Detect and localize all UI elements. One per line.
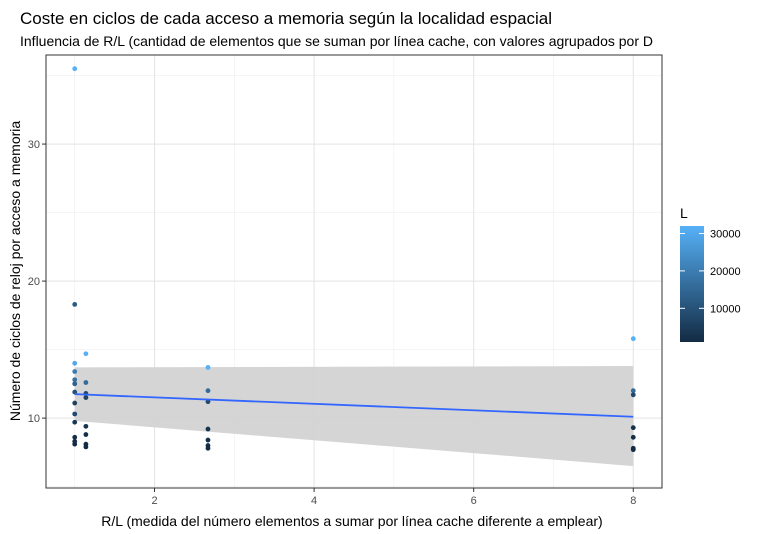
data-point	[72, 66, 78, 72]
data-point	[630, 434, 636, 440]
data-point	[72, 419, 78, 425]
data-point	[83, 351, 89, 357]
data-point	[72, 381, 78, 387]
data-point	[83, 423, 89, 429]
y-tick-label: 20	[28, 276, 40, 288]
chart-subtitle: Influencia de R/L (cantidad de elementos…	[20, 33, 653, 49]
data-point	[630, 447, 636, 453]
data-point	[83, 380, 89, 385]
data-point	[72, 377, 78, 383]
legend-tick-label: 20000	[710, 266, 741, 278]
data-point	[205, 365, 211, 370]
y-axis-label: Número de ciclos de reloj por acceso a m…	[7, 121, 23, 422]
data-point	[72, 389, 78, 395]
data-point	[205, 437, 211, 443]
color-legend: L 10000 20000 30000	[680, 205, 741, 342]
confidence-band	[74, 366, 634, 467]
data-point	[83, 444, 89, 450]
data-point	[72, 434, 78, 440]
data-point	[630, 336, 636, 342]
data-point	[205, 445, 211, 451]
data-point	[72, 369, 78, 374]
x-tick-label: 2	[151, 495, 157, 507]
legend-tick-label: 30000	[710, 228, 741, 240]
y-tick-label: 30	[28, 139, 40, 151]
data-point	[72, 411, 78, 417]
x-tick-label: 4	[311, 495, 317, 507]
x-tick-label: 6	[471, 495, 477, 507]
data-point	[83, 395, 89, 400]
legend-tick-label: 10000	[710, 303, 741, 315]
data-point	[83, 432, 89, 437]
trend-line	[74, 393, 634, 418]
data-point	[72, 441, 78, 447]
x-axis-label: R/L (medida del número elementos a sumar…	[101, 513, 602, 529]
y-tick-label: 10	[28, 413, 40, 425]
data-point	[205, 388, 211, 394]
legend-colorbar	[680, 226, 704, 342]
plot-border	[45, 54, 663, 489]
data-point	[630, 388, 636, 394]
data-point	[630, 392, 636, 398]
chart-title: Coste en ciclos de cada acceso a memoria…	[20, 9, 552, 28]
data-point	[205, 426, 211, 432]
x-tick-label: 8	[630, 495, 636, 507]
data-point	[72, 400, 78, 406]
data-point	[72, 301, 78, 307]
legend-title: L	[680, 205, 688, 221]
data-point	[72, 360, 78, 366]
data-point	[630, 425, 636, 431]
plot-area: 2 4 6 8 10 20 30	[28, 54, 663, 507]
